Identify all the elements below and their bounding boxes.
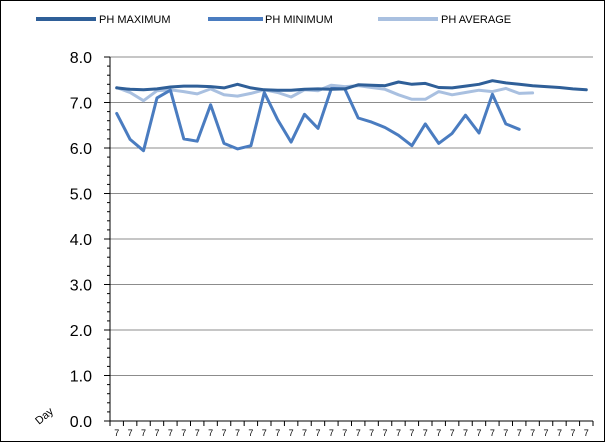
series-line-ph-maximum: [115, 79, 588, 92]
x-tick-label: 7: [423, 428, 428, 438]
x-tick-label: 7: [128, 428, 133, 438]
x-tick-label: 7: [544, 428, 549, 438]
x-tick-label: 7: [181, 428, 186, 438]
x-tick-label: 7: [369, 428, 374, 438]
y-tick-label: 5.0: [70, 187, 92, 204]
x-tick-label: 7: [463, 428, 468, 438]
x-tick-label: 7: [517, 428, 522, 438]
x-tick-label: 7: [383, 428, 388, 438]
x-tick-label: 7: [235, 428, 240, 438]
y-tick-label: 1.0: [70, 369, 92, 386]
x-tick-label: 7: [409, 428, 414, 438]
x-tick-label: 7: [154, 428, 159, 438]
x-tick-label: 7: [557, 428, 562, 438]
x-tick-label: 7: [222, 428, 227, 438]
x-tick-label: 7: [530, 428, 535, 438]
y-tick-label: 6.0: [70, 141, 92, 158]
y-tick-label: 3.0: [70, 278, 92, 295]
x-tick-label: 7: [315, 428, 320, 438]
x-tick-label: 7: [356, 428, 361, 438]
x-tick-label: 7: [262, 428, 267, 438]
x-tick-label: 7: [450, 428, 455, 438]
legend-label: PH MAXIMUM: [99, 14, 171, 26]
x-tick-label: 7: [141, 428, 146, 438]
x-axis-title: Day: [33, 405, 56, 427]
x-tick-label: 7: [275, 428, 280, 438]
x-tick-label: 7: [503, 428, 508, 438]
y-tick-label: 7.0: [70, 96, 92, 113]
x-tick-label: 7: [302, 428, 307, 438]
y-tick-label: 8.0: [70, 50, 92, 67]
x-tick-label: 7: [195, 428, 200, 438]
x-tick-label: 7: [396, 428, 401, 438]
y-tick-label: 4.0: [70, 232, 92, 249]
y-tick-label: 0.0: [70, 414, 92, 431]
x-tick-label: 7: [208, 428, 213, 438]
x-tick-label: 7: [248, 428, 253, 438]
y-tick-label: 2.0: [70, 323, 92, 340]
x-tick-label: 7: [114, 428, 119, 438]
x-tick-label: 7: [342, 428, 347, 438]
x-tick-label: 7: [436, 428, 441, 438]
series-line-ph-minimum: [115, 86, 521, 153]
x-tick-label: 7: [584, 428, 589, 438]
x-tick-label: 7: [476, 428, 481, 438]
legend-label: PH AVERAGE: [441, 14, 511, 26]
legend-label: PH MINIMUM: [265, 14, 333, 26]
x-tick-label: 7: [168, 428, 173, 438]
x-tick-label: 7: [289, 428, 294, 438]
x-tick-label: 7: [490, 428, 495, 438]
x-tick-label: 7: [329, 428, 334, 438]
x-tick-label: 7: [570, 428, 575, 438]
